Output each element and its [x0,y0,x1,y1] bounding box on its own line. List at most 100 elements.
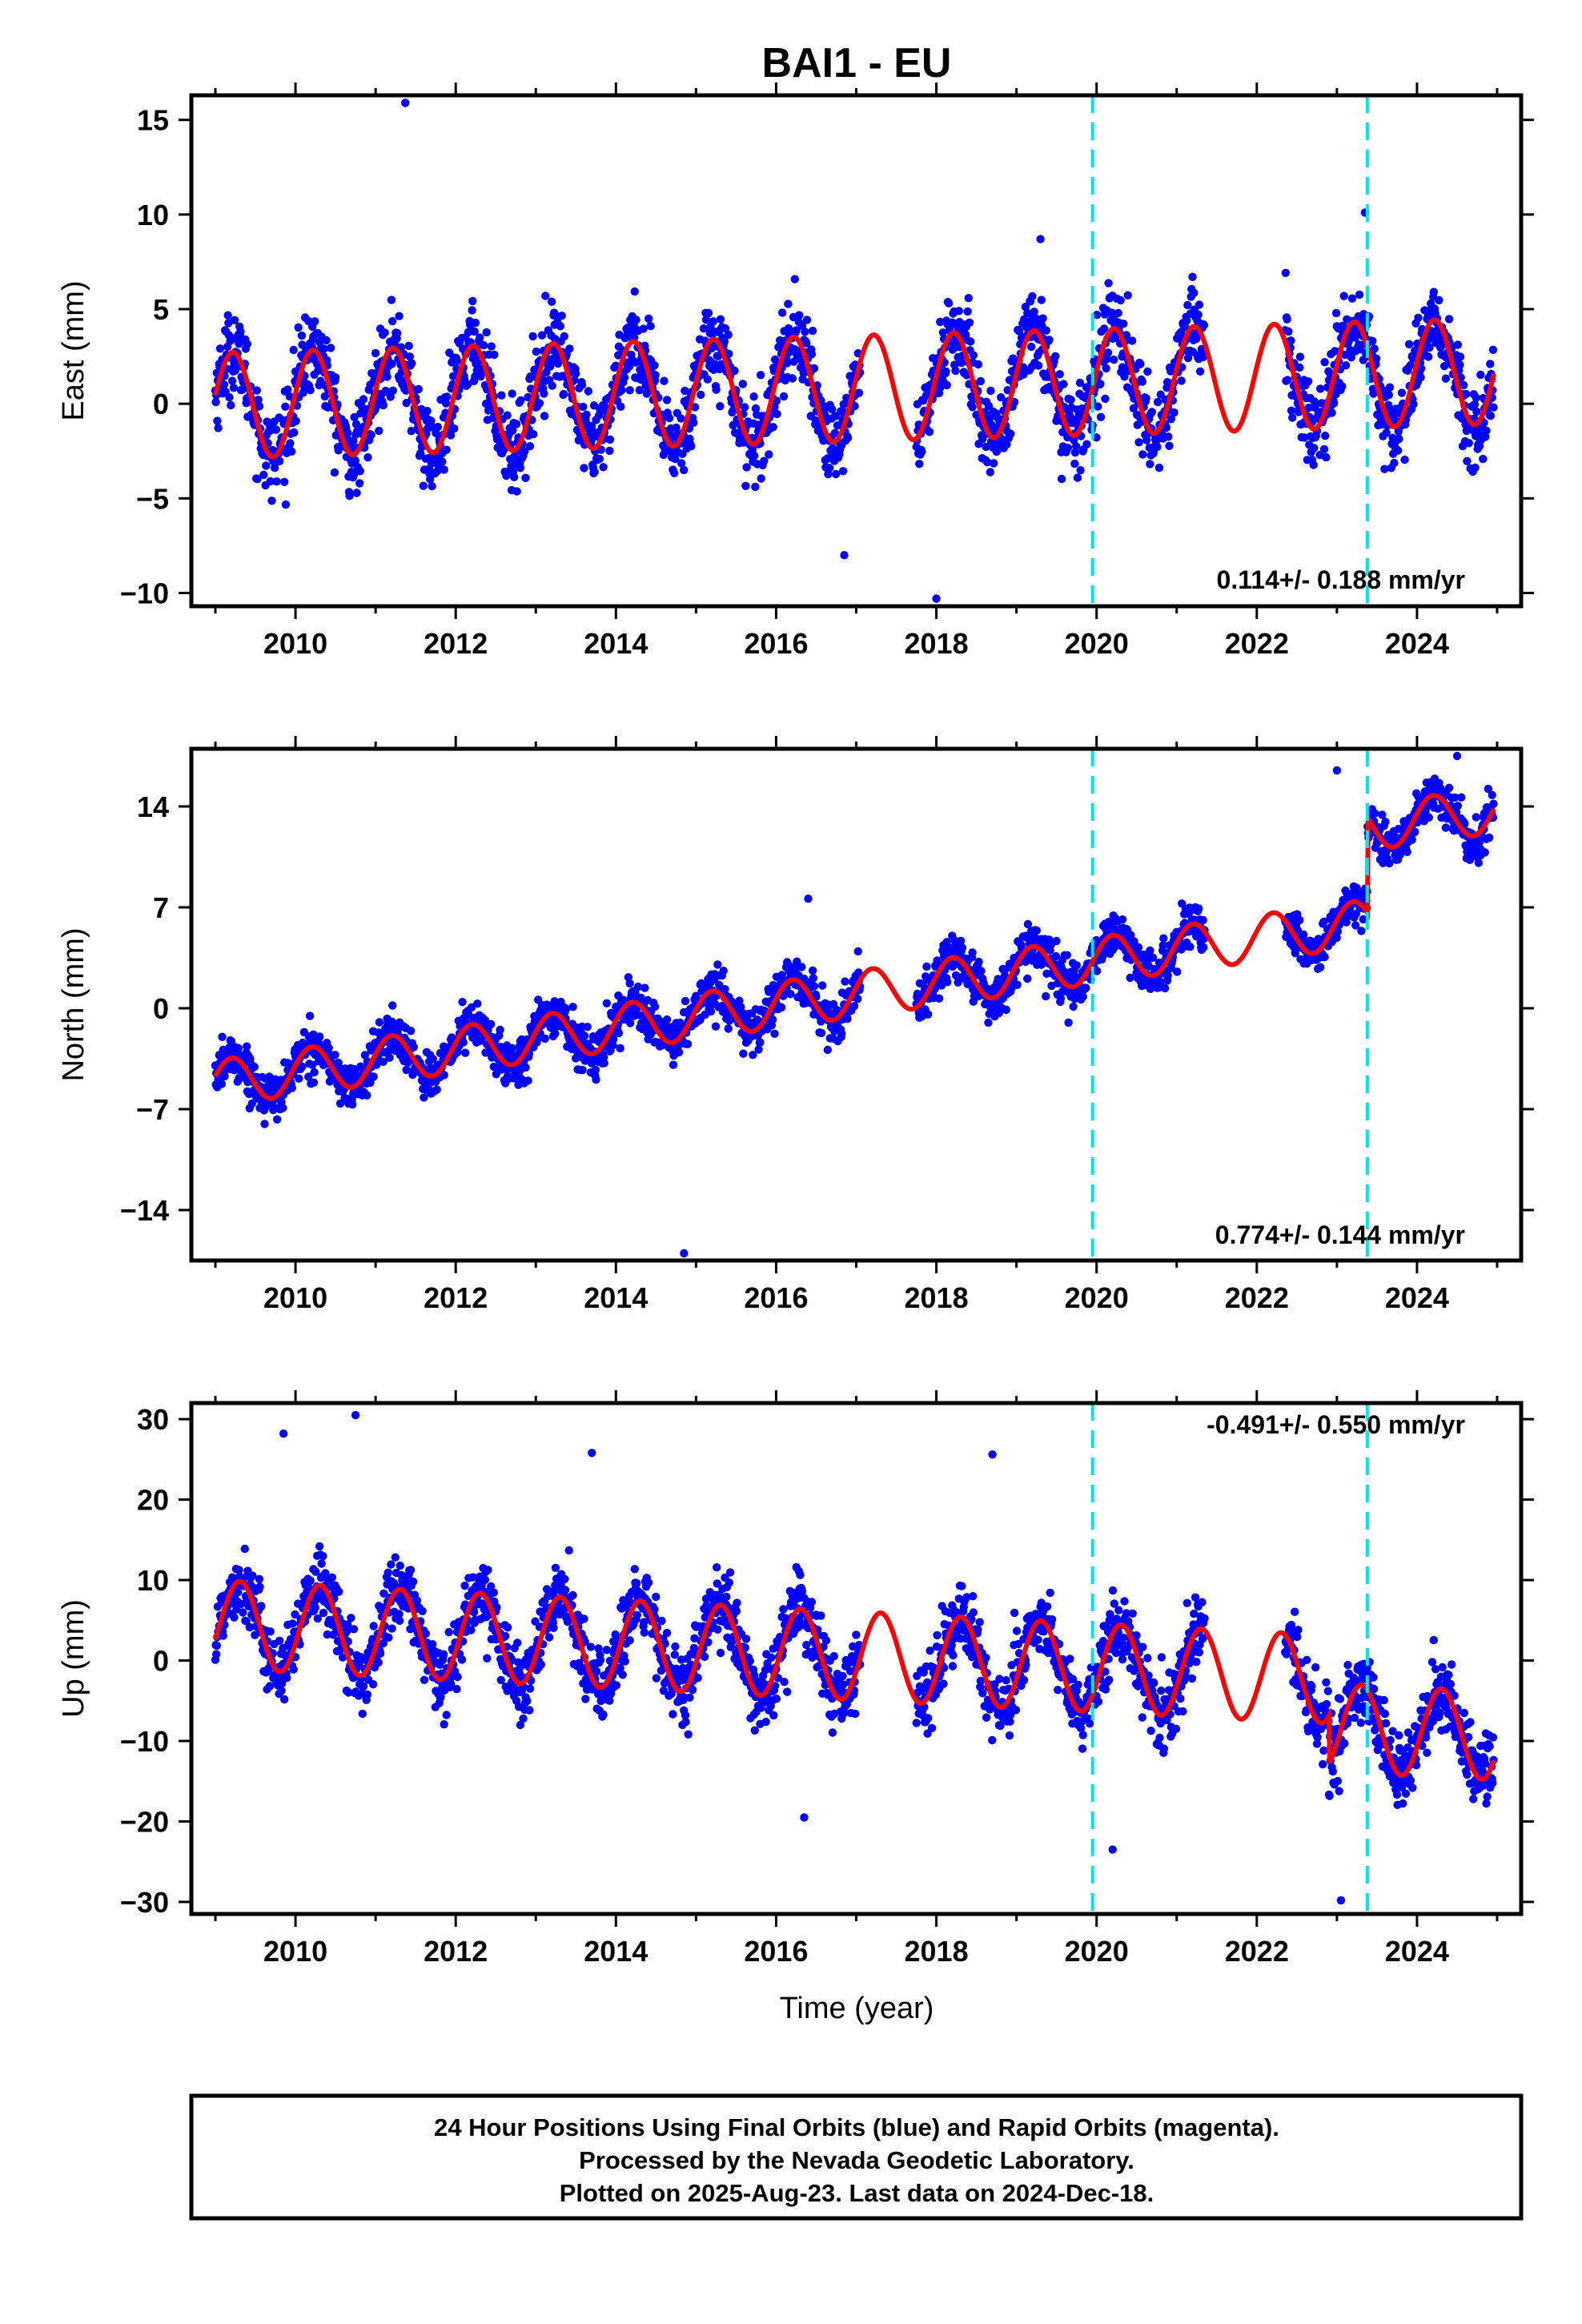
east-point [590,468,599,476]
east-point [565,344,574,353]
east-point [749,392,758,401]
north-point [260,1120,269,1128]
east-point [320,392,329,401]
east-point [464,380,472,389]
east-point [529,430,538,439]
north-point [496,1025,504,1035]
east-point [1164,432,1173,441]
east-point [1138,377,1147,386]
east-point [1153,397,1162,407]
north-point [243,1042,251,1051]
north-point [1457,793,1466,802]
east-point [556,322,565,331]
east-point [1066,396,1075,404]
north-point [568,1003,577,1011]
east-point [379,400,387,410]
east-point [742,463,751,472]
east-point [713,352,723,360]
east-point [630,287,639,296]
north-point [1199,943,1208,952]
east-point [725,349,733,358]
east-point [703,375,712,384]
east-point [223,311,232,320]
east-x-tick-label: 2018 [905,627,969,660]
east-point [1073,473,1082,482]
east-point [468,296,477,306]
east-point [280,477,289,486]
east-point [957,358,966,368]
north-point [770,1029,779,1039]
east-point [1321,432,1330,440]
east-point [1397,388,1407,397]
east-point [1371,354,1381,363]
east-point [697,390,705,400]
north-point [440,1071,448,1080]
east-point [560,332,568,341]
east-y-tick-label: 15 [137,104,169,137]
east-point [387,360,396,368]
north-point [706,1007,716,1016]
north-y-tick-label: −14 [120,1194,169,1227]
north-point [580,1031,589,1040]
north-point [432,1085,441,1094]
north-point [220,1072,229,1081]
east-point [677,459,686,468]
east-point [213,416,222,425]
east-point [639,324,648,333]
east-point [557,312,566,320]
east-point [1310,444,1319,452]
east-point [1177,376,1186,385]
north-point [817,1028,826,1038]
east-point [1319,444,1329,454]
east-point [349,436,358,445]
north-point [218,1032,227,1042]
east-point [1394,446,1403,455]
east-point [1476,370,1485,380]
east-point [281,500,291,509]
north-point [1023,974,1032,983]
east-point [319,344,328,353]
east-point [917,447,926,456]
north-point [464,1010,473,1019]
east-point [605,435,615,444]
east-point [1486,412,1496,420]
north-panel: 2010 2012 2014 2016 2018 2020 2022 2024−14−7071… [57,736,1534,1314]
east-point [986,468,995,476]
east-point [808,326,817,336]
east-point [225,393,234,402]
east-point [287,447,296,456]
east-point [1122,331,1131,340]
east-point [322,336,331,345]
north-x-tick-label: 2020 [1065,1281,1129,1314]
north-point [409,1043,418,1051]
east-point [512,420,521,428]
north-point [1160,983,1170,993]
north-point [777,1003,786,1012]
east-point [1416,364,1426,373]
north-point [1062,951,1072,960]
east-point [1341,361,1351,370]
east-point [516,396,525,405]
east-point [219,380,229,389]
east-point [395,312,404,320]
east-point [828,405,837,414]
east-point [1486,360,1495,368]
east-point [1370,344,1379,353]
north-point [922,962,931,971]
east-point [976,376,986,386]
east-point [547,297,556,306]
east-point [672,423,681,432]
east-y-tick-label: 0 [153,388,169,420]
east-y-tick-label: 10 [137,199,169,231]
east-point [1190,288,1199,297]
east-point [433,423,443,432]
east-point [709,317,718,326]
east-point [326,344,335,352]
east-point [840,551,849,560]
north-x-tick-label: 2016 [744,1281,808,1314]
north-point [420,1093,428,1102]
north-point [817,981,827,990]
north-point [1411,827,1419,837]
east-point [724,330,733,340]
east-point [479,341,488,350]
